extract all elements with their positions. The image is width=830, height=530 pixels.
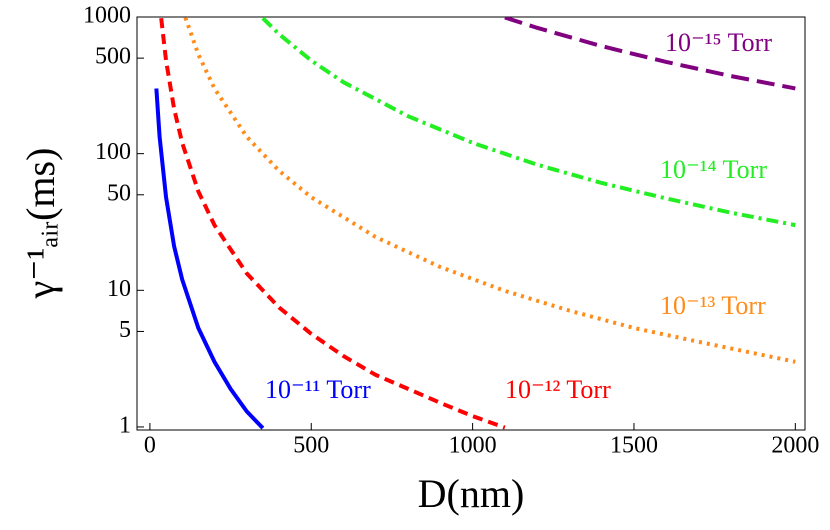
y-tick-label: 50 bbox=[107, 180, 131, 206]
y-tick-label: 500 bbox=[95, 44, 131, 70]
y-tick-label: 5 bbox=[119, 317, 131, 343]
series-line bbox=[504, 17, 796, 91]
x-tick-label: 1000 bbox=[449, 433, 497, 459]
series-label: 10⁻¹³ Torr bbox=[660, 291, 766, 320]
x-tick-label: 500 bbox=[293, 433, 329, 459]
series-label: 10⁻¹¹ Torr bbox=[265, 375, 371, 404]
x-tick-label: 2000 bbox=[771, 433, 819, 459]
series-label: 10⁻¹⁴ Torr bbox=[660, 155, 767, 184]
series-label: 10⁻¹² Torr bbox=[505, 375, 611, 404]
series-line bbox=[261, 17, 796, 228]
y-tick-label: 1000 bbox=[83, 3, 131, 29]
y-tick-label: 1 bbox=[119, 412, 131, 438]
y-tick-label: 100 bbox=[95, 139, 131, 165]
x-tick-label: 0 bbox=[144, 433, 156, 459]
y-tick-label: 10 bbox=[107, 276, 131, 302]
x-tick-label: 1500 bbox=[610, 433, 658, 459]
series-label: 10⁻¹⁵ Torr bbox=[665, 28, 772, 57]
series-line bbox=[154, 88, 265, 430]
plot-frame bbox=[136, 16, 806, 431]
series-line bbox=[159, 17, 506, 430]
x-axis-label: D(nm) bbox=[418, 471, 525, 516]
y-axis-label: γ⁻¹ₐᵢᵣ(ms) bbox=[18, 148, 63, 300]
